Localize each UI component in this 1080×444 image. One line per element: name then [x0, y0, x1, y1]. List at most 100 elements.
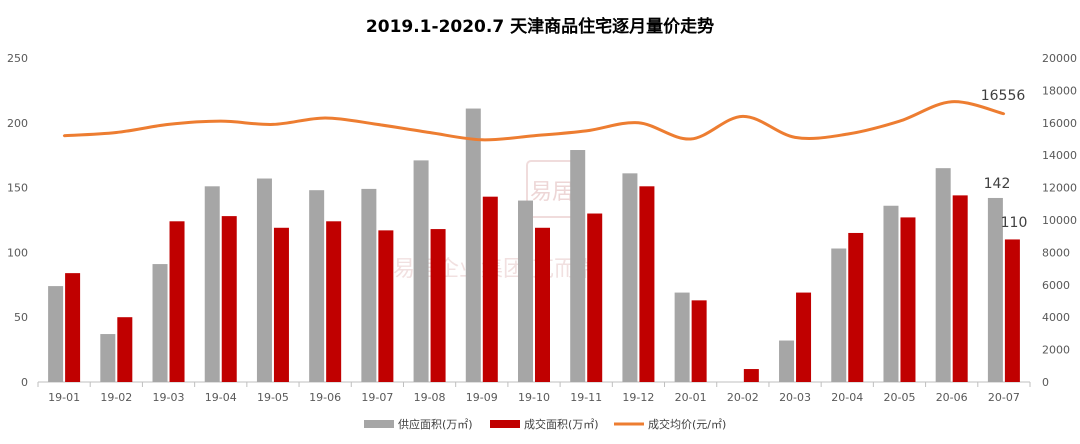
bar-supply — [570, 150, 586, 382]
bar-supply — [831, 248, 847, 382]
bar-supply — [987, 197, 1003, 382]
y-left-tick-label: 200 — [7, 117, 28, 130]
x-tick-label: 20-07 — [988, 391, 1020, 404]
legend-label-supply: 供应面积(万㎡) — [398, 417, 473, 431]
y-right-tick-label: 10000 — [1042, 214, 1077, 227]
y-right-tick-label: 6000 — [1042, 279, 1070, 292]
bar-deal — [587, 213, 603, 382]
price-point — [271, 123, 275, 126]
bar-supply — [413, 160, 429, 382]
bar-deal — [378, 230, 394, 382]
x-tick-label: 20-06 — [936, 391, 968, 404]
x-tick-label: 19-08 — [414, 391, 446, 404]
x-tick-label: 19-03 — [153, 391, 185, 404]
y-right-tick-label: 4000 — [1042, 311, 1070, 324]
bar-supply — [152, 264, 168, 382]
x-tick-label: 20-02 — [727, 391, 759, 404]
bar-supply — [256, 178, 272, 382]
y-axis-right: 0 2000 4000 6000 8000 10000 12000 14000 16000 180… — [1042, 52, 1077, 389]
bar-deal — [900, 217, 916, 382]
bar-supply — [935, 168, 951, 382]
bar-deal — [1004, 239, 1020, 382]
price-point — [1002, 112, 1006, 115]
x-tick-label: 19-07 — [361, 391, 393, 404]
x-tick-label: 19-12 — [622, 391, 654, 404]
y-left-tick-label: 150 — [7, 182, 28, 195]
bar-deal — [273, 227, 289, 382]
bar-supply — [779, 340, 795, 382]
bar-supply — [361, 188, 377, 382]
x-tick-label: 20-01 — [675, 391, 707, 404]
x-tick-label: 19-10 — [518, 391, 550, 404]
y-right-tick-label: 14000 — [1042, 149, 1077, 162]
x-tick-label: 19-11 — [570, 391, 602, 404]
deal-data-label: 110 — [1001, 215, 1028, 231]
x-axis: 19-01 19-02 19-03 19-04 19-05 19-06 19-07 19-08… — [37, 381, 1031, 404]
legend: 供应面积(万㎡) 成交面积(万㎡) 成交均价(元/㎡) — [364, 417, 726, 431]
price-point — [323, 116, 327, 120]
price-point — [585, 129, 588, 133]
y-left-tick-label: 100 — [7, 246, 28, 259]
price-line — [62, 100, 1006, 142]
y-right-tick-label: 16000 — [1042, 117, 1077, 130]
y-right-tick-label: 2000 — [1042, 344, 1070, 357]
bar-deal — [952, 195, 968, 382]
y-left-tick-label: 50 — [14, 311, 28, 324]
bar-supply — [883, 205, 899, 382]
bar-supply — [100, 334, 116, 382]
price-point — [376, 123, 379, 126]
bars — [48, 108, 1020, 382]
price-point — [428, 131, 431, 134]
bar-supply — [204, 186, 220, 382]
x-tick-label: 20-05 — [883, 391, 915, 404]
bar-deal — [221, 216, 237, 382]
bar-supply — [48, 286, 64, 382]
price-point — [115, 131, 118, 134]
price-point — [480, 138, 483, 142]
price-point — [793, 136, 797, 139]
legend-label-price: 成交均价(元/㎡) — [648, 417, 726, 431]
x-tick-label: 19-06 — [309, 391, 341, 404]
y-right-tick-label: 0 — [1042, 376, 1049, 389]
y-right-tick-label: 18000 — [1042, 84, 1077, 97]
y-left-tick-label: 250 — [7, 52, 28, 65]
price-point — [219, 119, 222, 123]
x-tick-label: 19-02 — [100, 391, 132, 404]
bar-deal — [848, 232, 864, 382]
price-point — [741, 115, 745, 118]
bar-deal — [639, 186, 655, 382]
bar-deal — [691, 300, 707, 382]
y-left-tick-label: 0 — [21, 376, 28, 389]
y-right-tick-label: 8000 — [1042, 246, 1070, 259]
bar-deal — [535, 227, 550, 382]
x-tick-label: 19-04 — [205, 391, 237, 404]
x-tick-label: 20-03 — [779, 391, 811, 404]
bar-deal — [65, 273, 81, 382]
y-axis-left: 0 50 100 150 200 250 — [7, 52, 28, 389]
price-line-path — [64, 100, 1005, 142]
data-labels: 16556 142 110 — [981, 88, 1028, 231]
bar-deal — [796, 292, 812, 382]
supply-data-label: 142 — [984, 176, 1011, 192]
price-point — [950, 100, 953, 103]
price-point — [532, 134, 536, 137]
price-point — [689, 137, 692, 141]
bar-deal — [743, 369, 759, 382]
price-data-label: 16556 — [981, 88, 1026, 104]
bar-supply — [518, 200, 533, 382]
legend-label-deal: 成交面积(万㎡) — [524, 417, 599, 431]
svg-text:易居: 易居 — [530, 180, 574, 205]
x-tick-label: 19-01 — [48, 391, 80, 404]
x-tick-label: 19-05 — [257, 391, 289, 404]
bar-deal — [326, 221, 342, 382]
price-point — [167, 123, 170, 126]
bar-deal — [169, 221, 185, 382]
bar-supply — [674, 292, 690, 382]
y-right-tick-label: 20000 — [1042, 52, 1077, 65]
price-point — [637, 121, 640, 125]
bar-deal — [430, 229, 446, 382]
price-point — [898, 119, 901, 123]
y-right-tick-label: 12000 — [1042, 182, 1077, 195]
bar-supply — [465, 108, 481, 382]
